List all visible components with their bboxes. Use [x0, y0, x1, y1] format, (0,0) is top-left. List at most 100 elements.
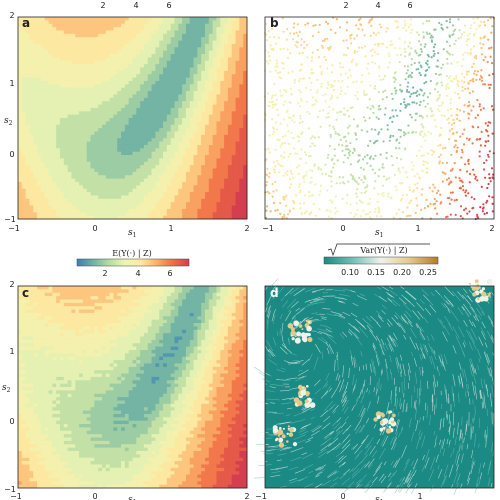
heat-cell [94, 141, 99, 146]
heat-cell [243, 134, 248, 139]
heat-cell [63, 181, 69, 186]
heat-cell [63, 128, 69, 132]
heat-cell [75, 181, 80, 186]
heat-cell [71, 188, 76, 193]
scatter-point [390, 92, 393, 95]
scatter-point [349, 211, 352, 215]
heat-cell [189, 188, 194, 193]
heat-cell [59, 27, 65, 31]
heat-cell [67, 128, 72, 132]
heat-cell [82, 151, 88, 156]
scatter-point [324, 163, 327, 166]
scatter-point [378, 208, 381, 211]
heat-cell [224, 138, 229, 142]
heat-cell [193, 101, 198, 105]
heat-cell [56, 124, 61, 129]
heat-cell [44, 148, 49, 153]
heat-cell [201, 17, 206, 21]
heat-cell [113, 40, 118, 45]
heat-cell [90, 198, 95, 203]
heat-cell [52, 195, 57, 200]
scatter-point [264, 216, 268, 219]
heat-cell [239, 70, 244, 75]
heat-cell [143, 128, 149, 132]
heat-cell [29, 67, 34, 72]
heat-cell [94, 111, 99, 116]
scatter-point [349, 74, 352, 78]
scatter-point [482, 203, 485, 206]
heat-cell [178, 171, 183, 176]
heat-cell [105, 80, 110, 85]
heat-cell [220, 118, 225, 122]
heat-cell [33, 84, 38, 89]
heat-cell [193, 43, 198, 48]
heat-cell [44, 205, 49, 210]
heat-cell [170, 141, 175, 146]
scatter-point [334, 206, 337, 209]
heat-cell [170, 30, 175, 35]
heat-cell [40, 40, 46, 45]
scatter-point [272, 100, 275, 103]
heat-cell [174, 104, 179, 109]
scatter-point [489, 55, 492, 58]
heat-cell [227, 205, 233, 210]
scatter-point [313, 144, 316, 147]
heat-cell [155, 158, 160, 163]
scatter-point [448, 196, 451, 199]
heat-cell [113, 144, 118, 149]
scatter-point [440, 66, 443, 69]
scatter-point [333, 154, 336, 157]
heat-cell [37, 181, 42, 186]
heat-cell [212, 168, 217, 173]
scatter-point [451, 24, 454, 27]
heat-cell [155, 111, 160, 116]
heat-cell [128, 20, 133, 25]
heat-cell [132, 121, 137, 126]
heat-cell [44, 134, 49, 139]
heat-cell [212, 158, 217, 163]
scatter-point [394, 185, 397, 188]
heat-cell [239, 124, 244, 129]
scatter-point [396, 53, 399, 57]
heat-cell [56, 208, 61, 213]
heat-cell [29, 94, 34, 99]
heat-cell [136, 17, 141, 21]
scatter-point [385, 96, 388, 99]
heat-cell [40, 27, 46, 31]
heat-cell [159, 50, 164, 55]
heat-cell [52, 161, 57, 166]
heat-cell [143, 64, 149, 68]
heat-cell [98, 94, 103, 99]
heat-cell [52, 50, 57, 55]
heat-cell [25, 91, 30, 95]
heat-cell [29, 195, 34, 200]
heat-cell [208, 17, 214, 21]
heat-cell [239, 43, 244, 48]
heat-cell [21, 17, 27, 21]
heat-cell [101, 195, 107, 200]
scatter-point [480, 79, 484, 82]
scatter-point [346, 85, 349, 88]
heat-cell [174, 178, 179, 183]
heat-cell [121, 165, 126, 169]
heat-cell [94, 40, 99, 45]
heat-cell [63, 40, 69, 45]
scatter-point [279, 77, 283, 80]
heat-cell [124, 77, 130, 82]
heat-cell [33, 155, 38, 159]
heat-cell [147, 67, 152, 72]
heat-cell [235, 111, 240, 116]
scatter-point [427, 152, 430, 155]
heat-cell [151, 23, 156, 28]
heat-cell [216, 20, 221, 25]
heat-cell [71, 57, 76, 62]
scatter-point [440, 81, 443, 84]
heat-cell [193, 74, 198, 78]
heat-cell [40, 64, 46, 68]
heat-cell [182, 30, 187, 35]
scatter-point [275, 189, 278, 192]
heat-cell [132, 155, 137, 159]
heat-cell [40, 47, 46, 52]
heat-cell [235, 47, 240, 52]
heat-cell [216, 124, 221, 129]
